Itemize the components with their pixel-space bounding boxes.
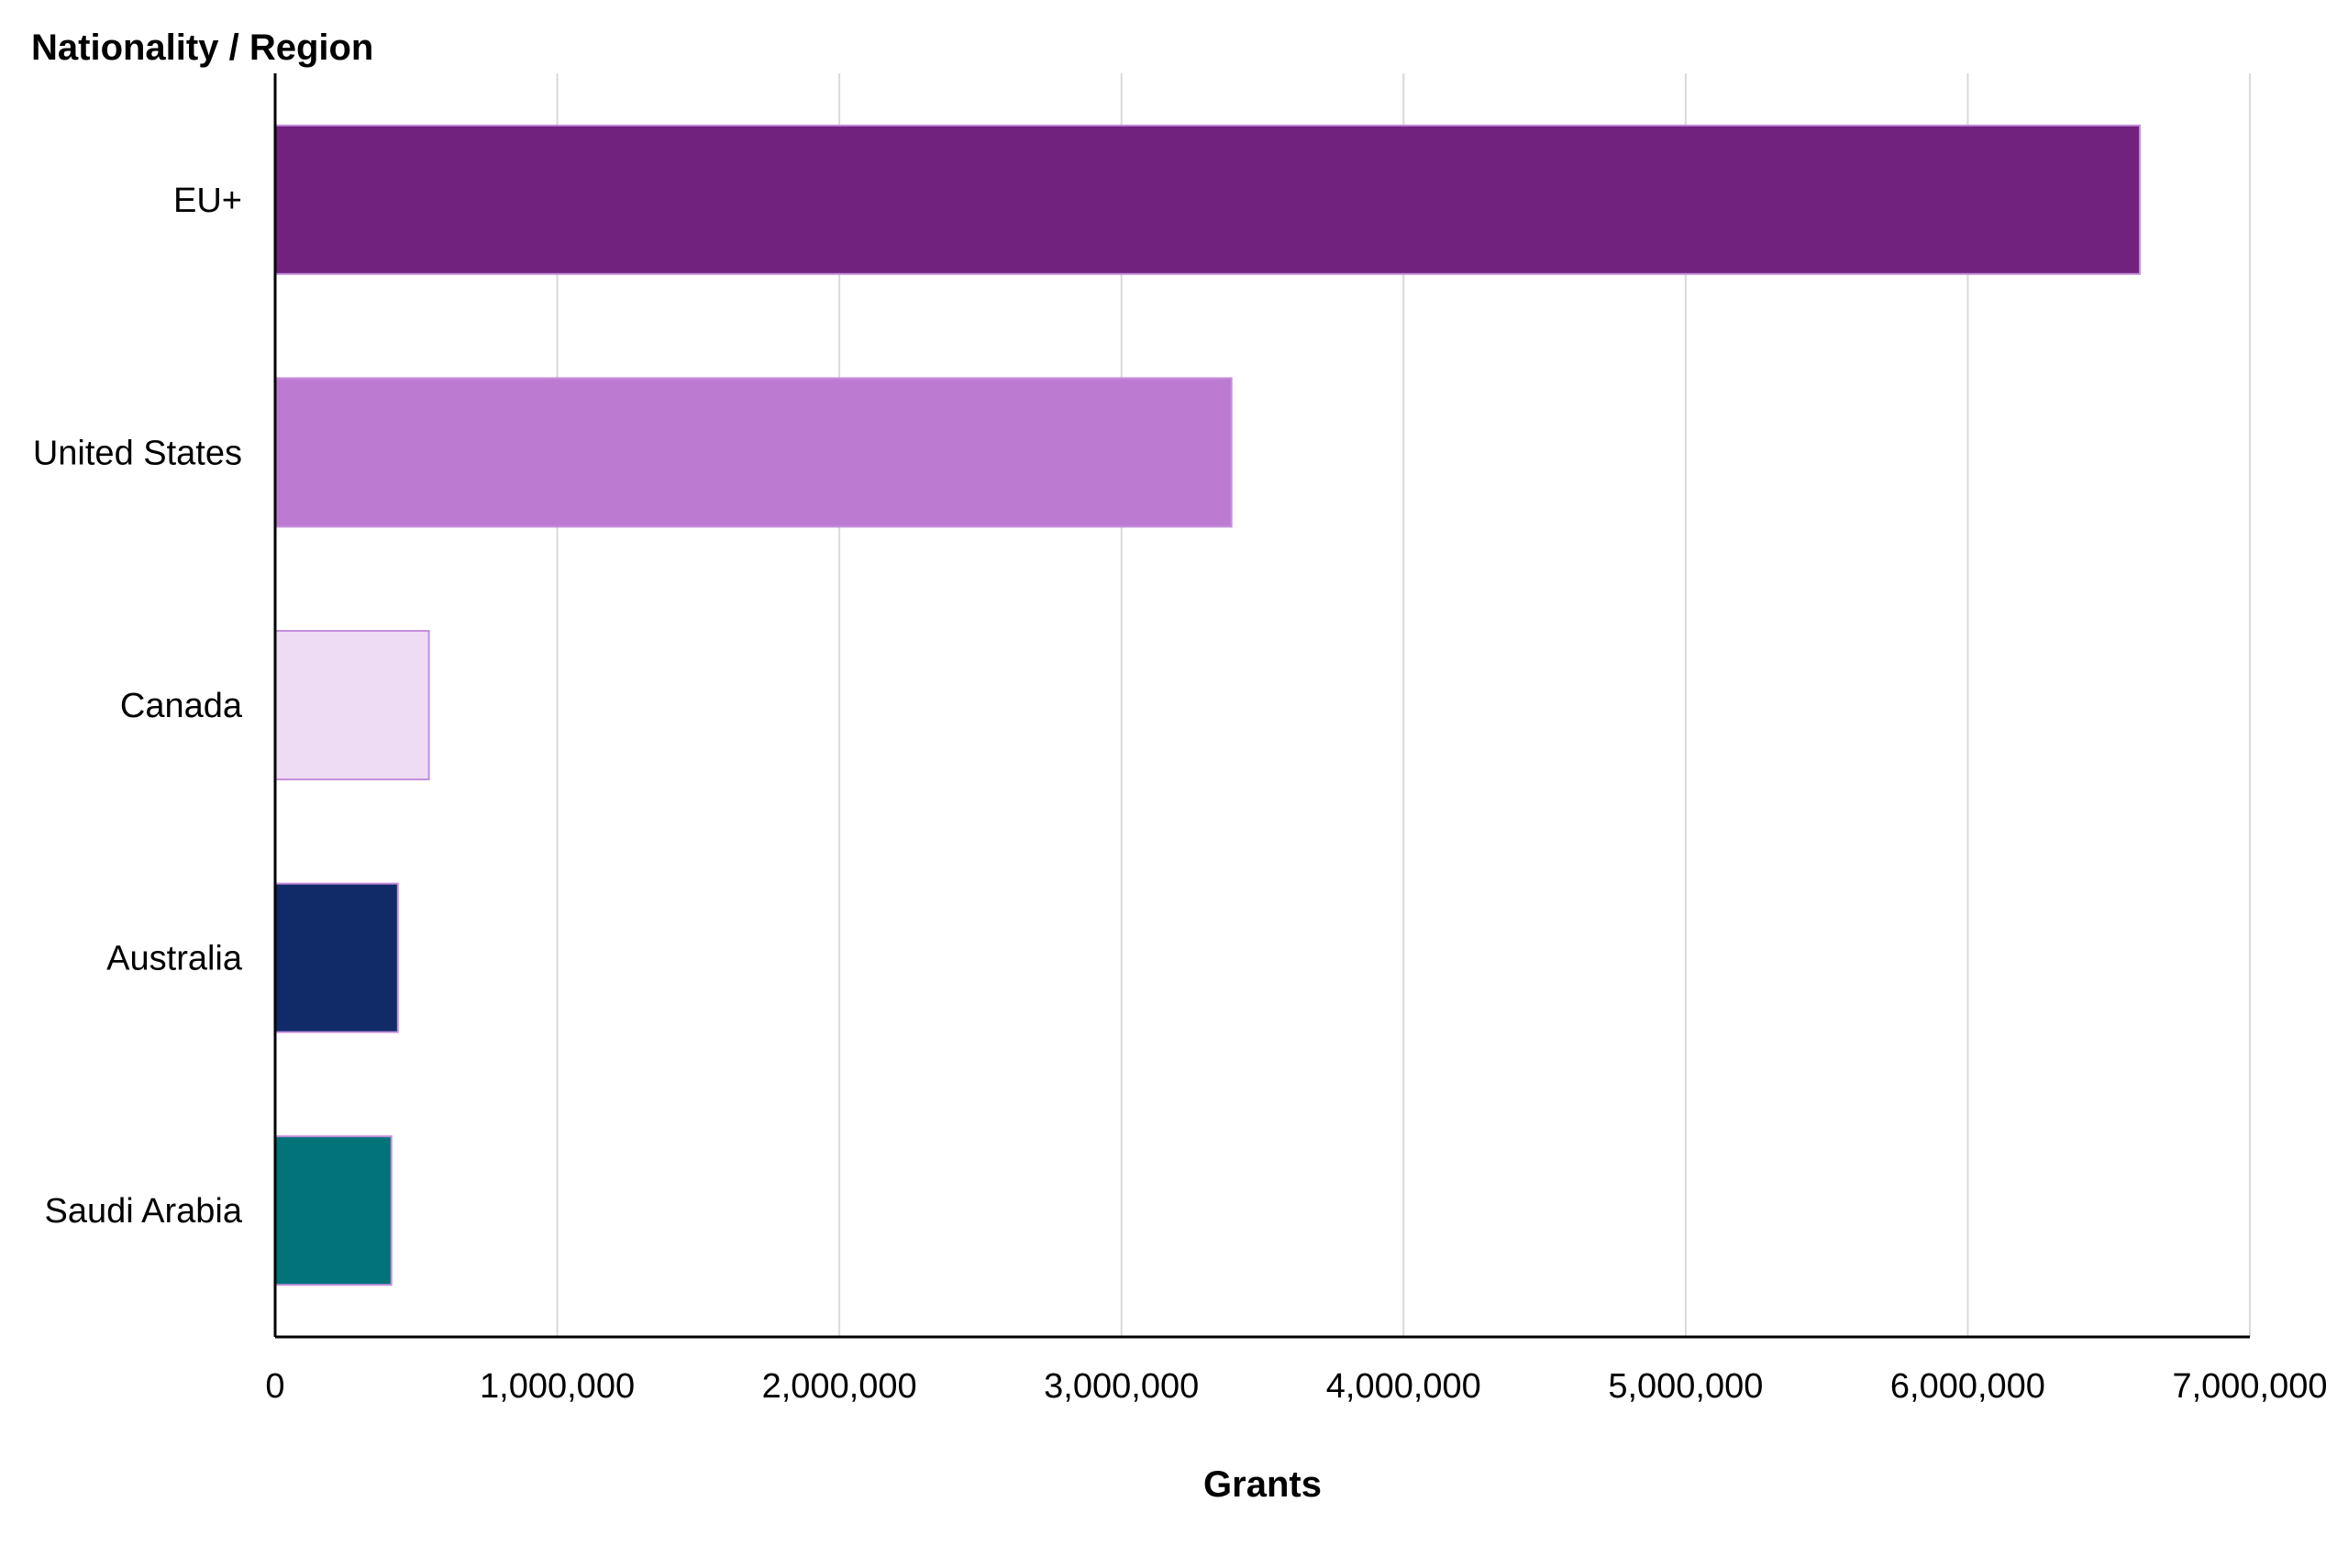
- axes: [273, 73, 2250, 1339]
- category-label: Canada: [120, 687, 243, 725]
- x-tick-label: 5,000,000: [1608, 1367, 1763, 1406]
- x-tick-label: 0: [265, 1367, 284, 1406]
- x-tick-label: 7,000,000: [2172, 1367, 2327, 1406]
- category-label: Australia: [106, 940, 243, 978]
- x-tick-label: 3,000,000: [1044, 1367, 1199, 1406]
- x-tick-label: 1,000,000: [480, 1367, 635, 1406]
- x-tick-labels: 0 1,000,000 2,000,000 3,000,000 4,000,000 5,0…: [265, 1367, 2327, 1406]
- bar: [274, 124, 2142, 275]
- category-label: United States: [33, 434, 242, 472]
- bar: [274, 630, 430, 780]
- gridlines: [556, 73, 2251, 1337]
- y-axis-title: Nationality / Region: [31, 28, 373, 68]
- bar: [274, 882, 399, 1033]
- x-axis-title: Grants: [1203, 1464, 1322, 1505]
- bar: [274, 1135, 393, 1286]
- category-label: Saudi Arabia: [45, 1192, 243, 1231]
- bars: [274, 124, 2142, 1286]
- category-label: EU+: [173, 182, 242, 220]
- category-labels: EU+ United States Canada Australia Saudi Ara…: [33, 182, 243, 1231]
- x-tick-label: 6,000,000: [1890, 1367, 2045, 1406]
- x-tick-label: 4,000,000: [1326, 1367, 1481, 1406]
- x-tick-label: 2,000,000: [762, 1367, 917, 1406]
- bar: [274, 377, 1233, 528]
